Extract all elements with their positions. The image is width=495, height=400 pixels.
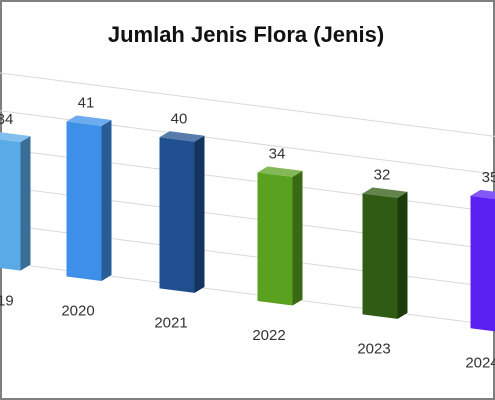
- value-label: 35: [482, 169, 495, 186]
- bar-top-shade: [362, 187, 408, 198]
- bar-side: [397, 191, 408, 319]
- bar-top-shade: [0, 132, 31, 143]
- bar-side: [101, 120, 112, 281]
- bar-side: [194, 135, 205, 293]
- bar-front: [362, 193, 398, 319]
- bar-top: [257, 166, 303, 177]
- bar: [159, 131, 205, 293]
- grid-line: [0, 72, 495, 137]
- x-tick-label: 2023: [357, 341, 390, 358]
- bar-front: [257, 172, 293, 306]
- bar: [257, 166, 303, 306]
- bar-side-shade: [397, 191, 408, 319]
- bar-side: [20, 136, 31, 271]
- bar-top-shade: [66, 115, 112, 127]
- bar-top-shade: [257, 166, 303, 177]
- bar-front: [470, 195, 495, 332]
- bar-side: [292, 170, 303, 306]
- bar: [470, 189, 495, 332]
- chart-title: Jumlah Jenis Flora (Jenis): [108, 22, 384, 47]
- bar-top: [159, 131, 205, 142]
- bar-top: [362, 187, 408, 198]
- value-label: 34: [0, 111, 13, 128]
- bar-front: [0, 139, 21, 271]
- x-tick-label: 2022: [252, 327, 285, 344]
- value-label: 32: [374, 167, 391, 184]
- bar-side-shade: [20, 136, 31, 271]
- value-label: 40: [171, 110, 188, 127]
- plot-area: 34 2019 41 2020 40 2021 34 2022 32 2023 35 2024: [0, 72, 495, 371]
- bar-side-shade: [194, 135, 205, 293]
- x-tick-label: 2024: [465, 354, 495, 371]
- bar-top: [66, 115, 112, 127]
- value-label: 34: [269, 146, 286, 163]
- bar-front: [159, 137, 195, 293]
- x-tick-label: 2019: [0, 292, 14, 309]
- bar-side-shade: [292, 170, 303, 306]
- bar-front: [66, 121, 102, 281]
- bar-top: [0, 132, 31, 143]
- bar: [0, 132, 31, 271]
- bar: [362, 187, 408, 319]
- bar-top-shade: [159, 131, 205, 142]
- bar-top-shade: [470, 189, 495, 200]
- value-label: 41: [78, 95, 95, 112]
- x-tick-label: 2021: [154, 315, 187, 332]
- bar: [66, 115, 112, 281]
- bar-side-shade: [101, 120, 112, 281]
- bar-top: [470, 189, 495, 200]
- x-tick-label: 2020: [61, 303, 94, 320]
